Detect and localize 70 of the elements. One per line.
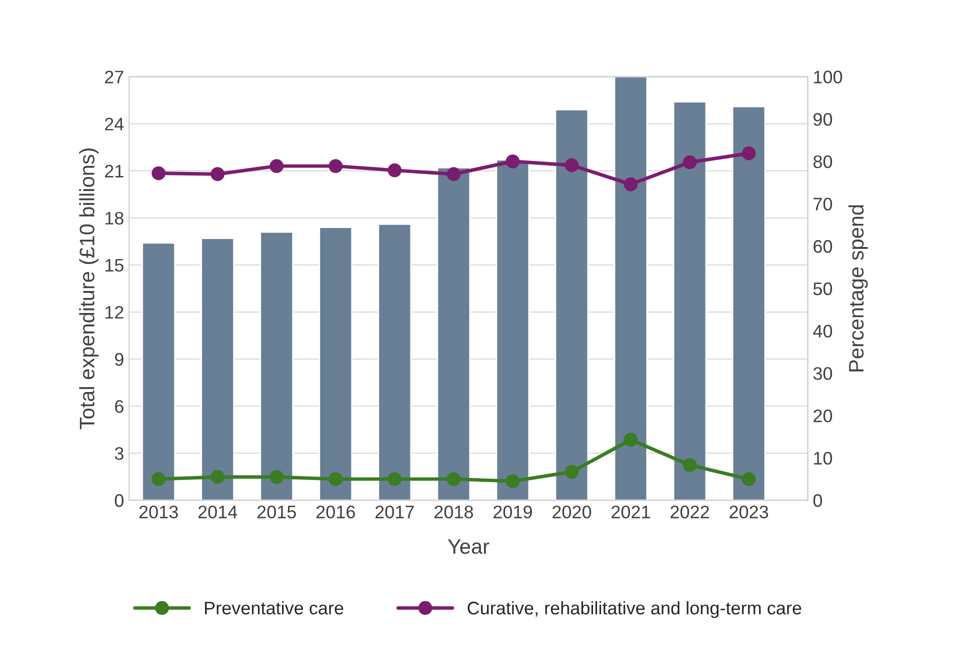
- x-tick-label: 2014: [198, 506, 238, 518]
- bar: [732, 106, 766, 500]
- point: [506, 474, 520, 488]
- point: [210, 470, 225, 484]
- y2-tick-label: 30: [813, 367, 832, 380]
- y-tick-label: 24: [105, 118, 124, 130]
- y-tick-label: 21: [105, 164, 124, 178]
- point: [328, 472, 343, 486]
- x-axis-title: Year: [448, 539, 490, 554]
- x-tick-label: 2013: [139, 506, 178, 518]
- point: [506, 154, 520, 168]
- x-tick-label: 2015: [257, 506, 296, 518]
- point: [564, 464, 579, 479]
- x-tick-label: 2022: [670, 506, 709, 518]
- y-axis-title: Total expenditure (£10 billions): [79, 148, 99, 430]
- point: [270, 470, 284, 484]
- bar: [200, 238, 235, 500]
- y2-tick-label: 10: [814, 452, 832, 465]
- point: [446, 472, 461, 486]
- y2-axis-title: Percentage spend: [848, 205, 868, 372]
- y-tick-label: 9: [115, 353, 124, 366]
- y-tick-label: 6: [115, 400, 124, 413]
- x-tick-label: 2016: [316, 506, 355, 518]
- point: [210, 167, 225, 182]
- point: [388, 472, 402, 486]
- point: [742, 472, 756, 486]
- point: [624, 432, 638, 447]
- y2-tick-label: 0: [813, 494, 822, 507]
- x-tick-label: 2023: [730, 506, 768, 518]
- point: [564, 158, 579, 172]
- y-tick-label: 0: [114, 494, 124, 507]
- x-tick-label: 2021: [612, 506, 650, 518]
- y-tick-label: 3: [114, 447, 124, 460]
- x-tick-label: 2017: [375, 506, 414, 518]
- y-tick-label: 18: [105, 212, 124, 225]
- legend-label: Preventative care: [205, 601, 344, 614]
- y-tick-label: 27: [105, 70, 124, 84]
- point: [270, 159, 284, 174]
- point: [328, 159, 343, 174]
- y2-tick-label: 60: [814, 240, 832, 253]
- bar: [318, 226, 353, 500]
- y2-tick-label: 70: [814, 198, 832, 210]
- x-tick-label: 2019: [494, 506, 532, 518]
- bar: [378, 223, 412, 500]
- y2-tick-label: 40: [813, 324, 832, 338]
- bar: [496, 159, 530, 500]
- y2-tick-label: 50: [813, 282, 832, 296]
- x-tick-label: 2018: [434, 506, 473, 518]
- bar: [260, 231, 294, 500]
- y2-tick-label: 90: [814, 112, 832, 126]
- y2-tick-label: 80: [813, 155, 832, 168]
- point: [742, 146, 756, 160]
- bar: [436, 166, 471, 500]
- y2-tick-label: 100: [814, 70, 842, 84]
- bar: [142, 242, 176, 500]
- point: [624, 177, 638, 192]
- legend-label: Curative, rehabilitative and long-term care: [468, 601, 802, 618]
- bar: [614, 76, 648, 500]
- point: [682, 458, 697, 472]
- point: [152, 472, 166, 486]
- point: [682, 155, 697, 170]
- y2-tick-label: 20: [814, 409, 832, 422]
- bar: [554, 108, 589, 500]
- bar: [672, 101, 707, 500]
- y-tick-label: 12: [105, 306, 124, 319]
- point: [388, 163, 402, 178]
- point: [446, 167, 461, 182]
- y-tick-label: 15: [105, 259, 124, 272]
- point: [152, 166, 166, 180]
- x-tick-label: 2020: [552, 506, 592, 518]
